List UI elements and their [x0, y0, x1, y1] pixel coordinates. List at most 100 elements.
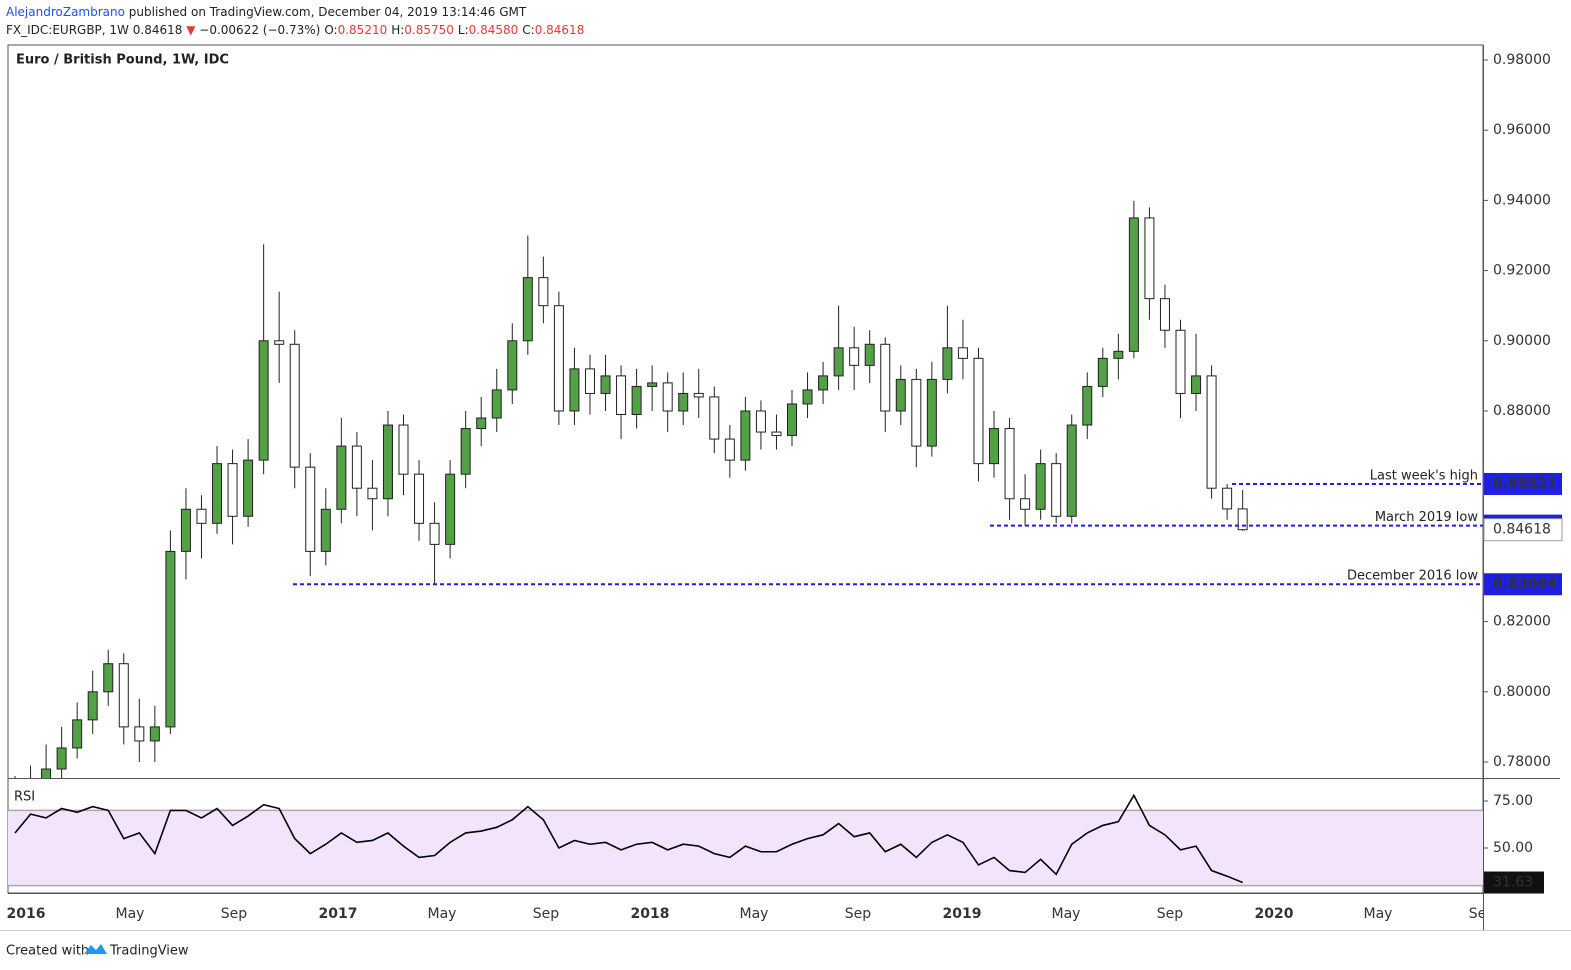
candle-body — [1035, 463, 1046, 510]
candle-body — [973, 357, 984, 465]
x-tick-label: May — [116, 906, 145, 922]
candle-body — [1004, 428, 1015, 500]
level-tag — [1484, 472, 1562, 495]
level-label: March 2019 low — [1375, 510, 1479, 525]
candle-body — [305, 466, 316, 552]
candle-body — [538, 277, 549, 307]
candle-body — [818, 375, 829, 391]
candle-body — [414, 473, 425, 524]
candle-body — [709, 396, 720, 440]
candle-body — [398, 424, 409, 475]
candle-body — [693, 392, 704, 398]
price-pane: Last week's high March 2019 low December 2… — [14, 200, 1483, 778]
symbol: FX_IDC:EURGBP, 1W — [6, 23, 129, 37]
candle-body — [134, 726, 145, 742]
candle-body — [631, 385, 642, 416]
candle-body — [149, 726, 160, 742]
change: −0.00622 (−0.73%) — [199, 23, 320, 37]
x-tick-label: Sep — [845, 906, 872, 922]
candle-body — [196, 508, 207, 524]
candle-body — [320, 508, 331, 552]
x-tick-label: Sep — [221, 906, 248, 922]
x-tick-label: May — [740, 906, 769, 922]
tv-logo — [84, 944, 107, 954]
candle-body — [336, 445, 347, 510]
published: published on TradingView.com, December 0… — [129, 5, 527, 19]
candle-body — [584, 368, 595, 394]
rsi-pane — [8, 793, 1483, 887]
candle-body — [849, 347, 860, 366]
y-tick-label: 0.88000 — [1493, 403, 1551, 419]
x-tick-label: Sep — [1469, 906, 1496, 922]
candle-body — [724, 438, 735, 461]
candle-body — [616, 375, 627, 416]
x-tick-label: May — [1364, 906, 1393, 922]
last-price-tag — [1483, 518, 1563, 542]
rsi-line — [14, 793, 1243, 884]
ohlc-label: C: — [522, 23, 534, 37]
x-tick-label: 2020 — [1255, 906, 1294, 922]
candle-body — [382, 424, 393, 500]
ohlc-value: 0.85750 — [404, 23, 454, 37]
x-tick-label: 2016 — [7, 906, 46, 922]
candle-body — [351, 445, 362, 489]
rsi-title: RSI — [14, 790, 35, 805]
candle-body — [87, 691, 98, 721]
candle-body — [600, 375, 611, 394]
symbol-line: FX_IDC:EURGBP, 1W 0.84618 ▼ −0.00622 (−0… — [6, 23, 584, 37]
ohlc-value: 0.84580 — [469, 23, 519, 37]
candle-body — [662, 382, 673, 412]
ohlc-value: 0.84618 — [535, 23, 585, 37]
candle-body — [476, 417, 487, 430]
author[interactable]: AlejandroZambrano — [6, 5, 125, 19]
candle-body — [72, 719, 83, 749]
candle-body — [118, 663, 129, 728]
candle-body — [522, 277, 533, 342]
last-price: 0.84618 — [133, 23, 183, 37]
candle-body — [942, 347, 953, 380]
x-tick-label: 2017 — [319, 906, 358, 922]
candle-body — [1159, 298, 1170, 331]
candle-body — [227, 463, 238, 517]
y-tick-label: 0.92000 — [1493, 263, 1551, 279]
x-tick-label: May — [428, 906, 457, 922]
footer-brand[interactable]: TradingView — [109, 944, 189, 959]
candle-body — [1222, 487, 1233, 510]
candle-body — [1191, 375, 1202, 394]
rsi-last-label: 31.63 — [1493, 875, 1533, 891]
level-label: December 2016 low — [1347, 569, 1478, 584]
y-tick-label: 0.94000 — [1493, 192, 1551, 208]
candle-body — [180, 508, 191, 552]
ohlc-label: O: — [324, 23, 337, 37]
candle-body — [911, 378, 922, 447]
candle-body — [41, 768, 52, 778]
time-axis: 2016 May Sep 2017 May Sep 2018 May Sep 2019 May Sep… — [7, 906, 1496, 922]
candle-body — [274, 340, 285, 345]
x-tick-label: Sep — [1157, 906, 1184, 922]
footer-created: Created with — [6, 944, 89, 959]
ohlc-value: 0.85210 — [338, 23, 388, 37]
candle-body — [880, 343, 891, 412]
candle-body — [802, 389, 813, 405]
candle-body — [165, 550, 176, 728]
candle-body — [445, 473, 456, 545]
level-label: Last week's high — [1370, 468, 1478, 483]
y-tick-label: 0.82000 — [1493, 614, 1551, 630]
candle-body — [957, 347, 968, 359]
y-tick-label: 0.90000 — [1493, 333, 1551, 349]
candle-body — [569, 368, 580, 412]
candle-body — [1144, 217, 1155, 300]
candle-body — [258, 340, 269, 461]
level-tag-label: 0.83064 — [1493, 576, 1557, 592]
arrow: ▼ — [186, 23, 196, 37]
candle-body — [1020, 498, 1031, 510]
candle-body — [1237, 508, 1248, 531]
candle-body — [367, 487, 378, 500]
candle-body — [1097, 357, 1108, 387]
last-price-label: 0.84618 — [1493, 522, 1551, 538]
candle-body — [212, 463, 223, 524]
candle-body — [429, 522, 440, 545]
candle-body — [1206, 375, 1217, 489]
candle-body — [989, 428, 1000, 465]
